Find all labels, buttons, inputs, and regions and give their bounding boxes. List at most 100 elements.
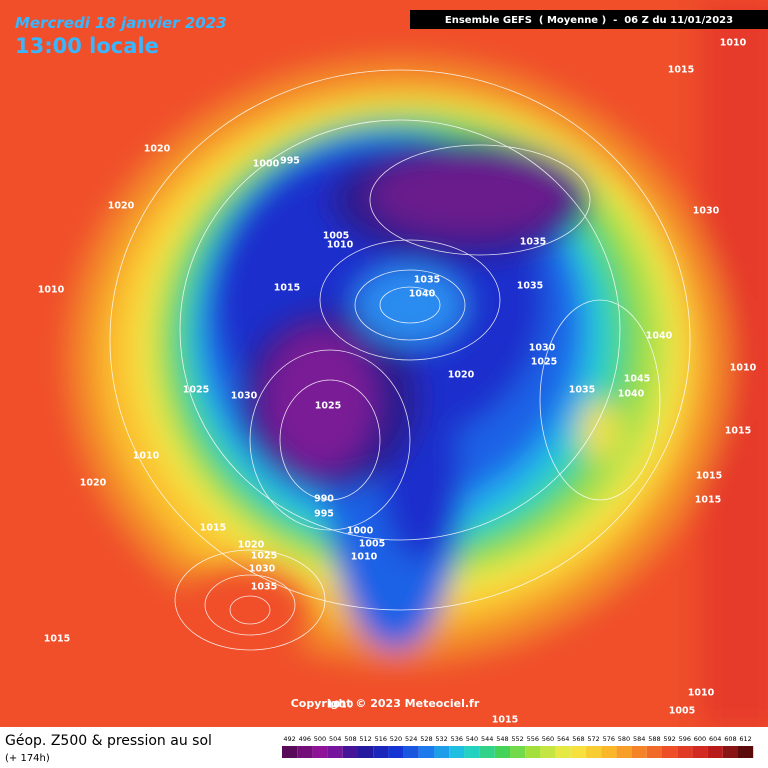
scale-label: 568 <box>572 735 584 743</box>
scale-swatch <box>403 746 419 758</box>
scale-swatch <box>358 746 374 758</box>
lead-time: (+ 174h) <box>5 753 50 764</box>
isobar-label: 1040 <box>618 389 645 400</box>
scale-label: 504 <box>329 735 341 743</box>
isobar-label: 1020 <box>144 144 171 155</box>
scale-swatch <box>388 746 404 758</box>
scale-swatch <box>692 746 708 758</box>
scale-swatch <box>662 746 678 758</box>
isobar-label: 1010 <box>730 363 757 374</box>
scale-swatch <box>601 746 617 758</box>
scale-label: 492 <box>283 735 295 743</box>
scale-swatch <box>510 746 526 758</box>
scale-label: 524 <box>405 735 417 743</box>
scale-swatch <box>707 746 723 758</box>
isobar-label: 1010 <box>688 688 715 699</box>
isobar-label: 1020 <box>448 370 475 381</box>
isobar-label: 1025 <box>531 357 557 368</box>
scale-swatch <box>586 746 602 758</box>
isobar-label: 1010 <box>327 700 354 711</box>
scale-label: 548 <box>496 735 508 743</box>
isobar-label: 1030 <box>249 564 276 575</box>
isobar-label: 1015 <box>725 426 751 437</box>
isobar-label: 1010 <box>38 285 65 296</box>
copyright: Copyright © 2023 Meteociel.fr <box>291 697 480 710</box>
scale-label: 516 <box>375 735 387 743</box>
isobar-label: 1000 <box>253 159 280 170</box>
isobar-label: 1015 <box>695 495 721 506</box>
isobars <box>109 69 691 651</box>
scale-swatch <box>677 746 693 758</box>
scale-swatch <box>312 746 328 758</box>
scale-swatch <box>494 746 510 758</box>
scale-label: 604 <box>709 735 721 743</box>
isobar-label: 1030 <box>529 343 556 354</box>
isobar-label: 995 <box>280 156 300 167</box>
scale-swatch <box>555 746 571 758</box>
isobar-label: 1015 <box>274 283 300 294</box>
isobar-label: 1015 <box>200 523 226 534</box>
scale-label: 500 <box>314 735 326 743</box>
isobar-label: 1040 <box>409 289 436 300</box>
scale-swatch <box>418 746 434 758</box>
scale-label: 584 <box>633 735 645 743</box>
scale-swatch <box>327 746 343 758</box>
isobar-label: 1035 <box>414 275 440 286</box>
run-info: Ensemble GEFS ( Moyenne ) - 06 Z du 11/0… <box>445 15 733 26</box>
scale-swatch <box>631 746 647 758</box>
scale-swatch <box>297 746 313 758</box>
isobar-label: 1025 <box>251 551 277 562</box>
scale-swatch <box>570 746 586 758</box>
scale-label: 576 <box>603 735 615 743</box>
footer-title: Géop. Z500 & pression au sol <box>5 733 212 749</box>
isobar-label: 1005 <box>359 539 385 550</box>
isobar-label: 1020 <box>108 201 135 212</box>
isobar-label: 1015 <box>696 471 722 482</box>
scale-swatch <box>540 746 556 758</box>
scale-swatch <box>738 746 754 758</box>
isobar-label: 1035 <box>251 582 277 593</box>
scale-label: 564 <box>557 735 569 743</box>
isobar-label: 1020 <box>80 478 107 489</box>
scale-label: 508 <box>344 735 356 743</box>
isobar-label: 1005 <box>323 231 349 242</box>
isobar-label: 1045 <box>624 374 650 385</box>
scale-label: 588 <box>648 735 660 743</box>
scale-swatch <box>525 746 541 758</box>
isobar-label: 1000 <box>347 526 374 537</box>
isobar-label: 1015 <box>492 715 518 726</box>
isobar-label: 1035 <box>569 385 595 396</box>
scale-label: 536 <box>451 735 463 743</box>
scale-swatch <box>464 746 480 758</box>
isobar-label: 1005 <box>669 706 695 717</box>
run-box <box>410 10 768 29</box>
isobar-label: 1025 <box>183 385 209 396</box>
scale-swatch <box>616 746 632 758</box>
isobar-label: 1040 <box>646 331 673 342</box>
scale-label: 556 <box>527 735 539 743</box>
isobar-label: 1025 <box>315 401 341 412</box>
scale-swatch <box>373 746 389 758</box>
isobar-label: 1035 <box>520 237 546 248</box>
scale-swatch <box>722 746 738 758</box>
scale-label: 544 <box>481 735 493 743</box>
isobar-label: 1010 <box>351 552 378 563</box>
scale-label: 560 <box>542 735 554 743</box>
scale-label: 580 <box>618 735 630 743</box>
scale-swatch <box>282 746 298 758</box>
isobar-label: 1010 <box>133 451 160 462</box>
scale-label: 540 <box>466 735 478 743</box>
scale-swatch <box>646 746 662 758</box>
scale-swatch <box>449 746 465 758</box>
scale-label: 592 <box>663 735 675 743</box>
scale-label: 596 <box>679 735 691 743</box>
isobar-label: 1020 <box>238 540 265 551</box>
scale-swatch <box>342 746 358 758</box>
scale-label: 608 <box>724 735 736 743</box>
date: Mercredi 18 janvier 2023 <box>15 14 227 32</box>
isobar-label: 1010 <box>720 38 747 49</box>
isobar-label: 1030 <box>231 391 258 402</box>
isobar-label: 995 <box>314 509 334 520</box>
